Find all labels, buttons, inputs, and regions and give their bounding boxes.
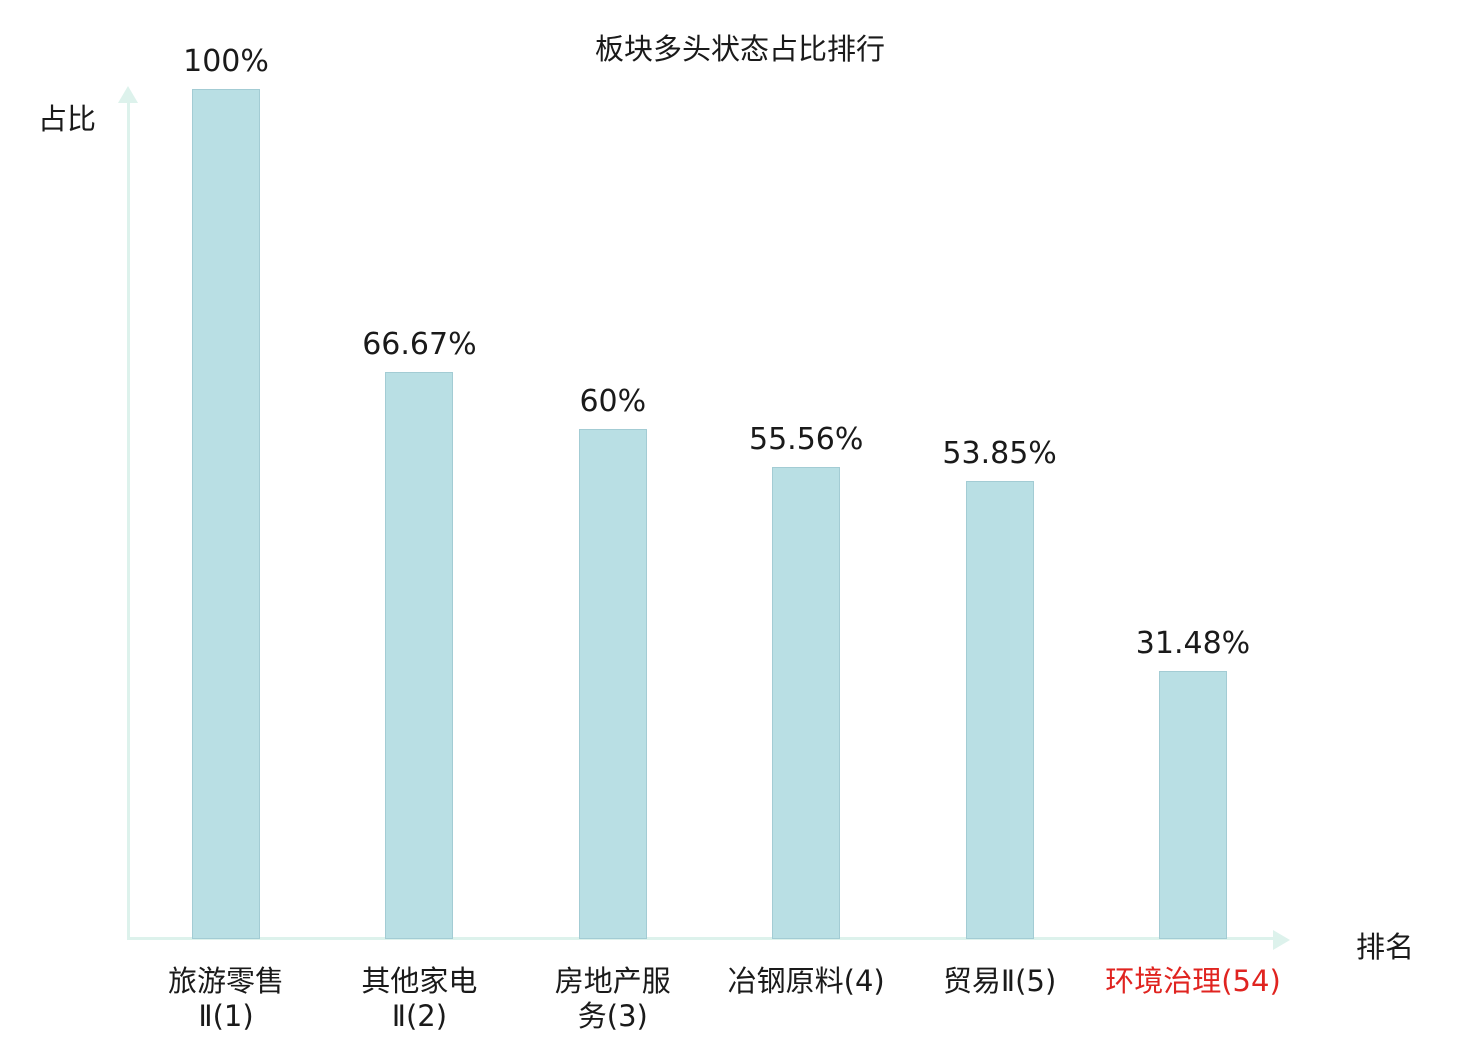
category-label: 冶钢原料(4) — [727, 964, 885, 998]
bar — [578, 429, 647, 939]
bar — [385, 372, 454, 939]
bar-value-label: 66.67% — [362, 327, 477, 363]
category-label: 贸易Ⅱ(5) — [942, 964, 1057, 998]
bar — [1159, 671, 1227, 939]
bar-value-label: 31.48% — [1135, 626, 1251, 662]
bar-value-label: 53.85% — [942, 436, 1057, 472]
bar-value-label: 60% — [579, 384, 647, 419]
category-label: 环境治理(54) — [1105, 964, 1281, 998]
bar-value-label: 100% — [183, 44, 269, 79]
y-axis-arrow-up-icon — [118, 86, 138, 103]
x-axis-arrow-right-icon — [1273, 930, 1290, 950]
bar — [192, 89, 260, 939]
bar — [772, 466, 841, 939]
category-label: 其他家电 Ⅱ(2) — [361, 964, 478, 1034]
bar — [965, 481, 1034, 939]
category-label: 旅游零售 Ⅱ(1) — [167, 964, 284, 1034]
chart-title: 板块多头状态占比排行 — [594, 32, 885, 66]
y-axis-label: 占比 — [38, 102, 97, 136]
bar-value-label: 55.56% — [748, 421, 864, 457]
x-axis-line — [127, 937, 1275, 940]
x-axis-label: 排名 — [1356, 930, 1415, 964]
y-axis-line — [127, 102, 130, 940]
category-label: 房地产服 务(3) — [554, 964, 671, 1034]
